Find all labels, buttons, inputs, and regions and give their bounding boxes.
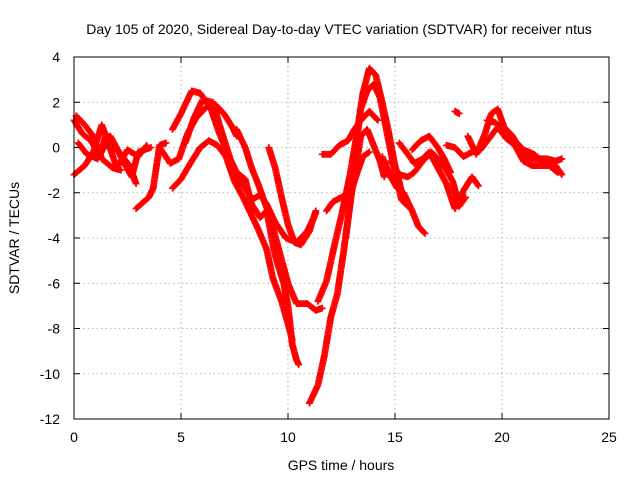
data-point xyxy=(447,168,455,176)
series-track-k xyxy=(265,144,320,249)
data-point xyxy=(455,110,463,117)
data-point xyxy=(364,149,372,157)
y-axis-label: SDTVAR / TECUs xyxy=(6,182,22,294)
series-track-m xyxy=(314,64,405,305)
y-tick-label: -6 xyxy=(48,275,61,291)
x-tick-label: 0 xyxy=(70,429,78,445)
series-track-p xyxy=(318,107,382,158)
axis-ticks xyxy=(73,56,610,420)
series-track-q xyxy=(378,153,429,237)
series-track-s xyxy=(395,139,482,212)
series-track-h xyxy=(169,137,296,344)
data-point xyxy=(117,166,125,174)
y-tick-label: -8 xyxy=(48,321,61,337)
series-track-v xyxy=(464,105,566,165)
data-point xyxy=(288,336,296,344)
data-point xyxy=(557,169,565,177)
series-track-t xyxy=(408,132,455,176)
series-track-j xyxy=(233,126,326,314)
series-track-x xyxy=(483,116,566,179)
x-tick-label: 20 xyxy=(494,429,510,445)
data-point xyxy=(374,116,382,124)
y-tick-label: 2 xyxy=(52,94,60,110)
series-track-i xyxy=(156,101,241,167)
series-track-r xyxy=(387,148,470,210)
x-axis-label: GPS time / hours xyxy=(288,457,395,473)
y-tick-label: -4 xyxy=(48,230,61,246)
data-points xyxy=(70,64,566,407)
data-point xyxy=(318,304,326,312)
data-point xyxy=(147,144,155,151)
data-point xyxy=(380,173,388,181)
data-point xyxy=(420,228,428,236)
data-point xyxy=(312,207,320,215)
x-tick-label: 25 xyxy=(601,429,617,445)
data-point xyxy=(558,155,566,163)
data-point xyxy=(474,181,481,189)
data-point xyxy=(142,143,150,150)
data-point xyxy=(132,180,140,188)
series-track-d xyxy=(72,112,125,174)
data-point xyxy=(558,171,566,179)
y-tick-label: -10 xyxy=(40,366,60,382)
data-point xyxy=(295,361,303,369)
y-tick-label: 0 xyxy=(52,140,60,156)
y-axis-tick-labels: -12 -10 -8 -6 -4 -2 0 2 4 xyxy=(40,49,60,427)
data-point xyxy=(143,141,151,149)
data-point xyxy=(365,148,373,156)
data-point xyxy=(162,139,170,147)
data-point xyxy=(475,182,482,190)
x-axis-tick-labels: 0 5 10 15 20 25 xyxy=(70,429,617,445)
series-track-c xyxy=(74,132,140,188)
grid-lines xyxy=(74,57,609,419)
series-track-w xyxy=(451,107,463,117)
x-tick-label: 15 xyxy=(387,429,403,445)
x-tick-label: 10 xyxy=(280,429,296,445)
y-tick-label: -12 xyxy=(40,411,60,427)
series-track-g xyxy=(181,96,303,369)
data-point xyxy=(373,115,381,123)
y-tick-label: 4 xyxy=(52,49,60,65)
y-tick-label: -2 xyxy=(48,185,61,201)
data-point xyxy=(421,230,429,237)
series-track-o xyxy=(323,148,373,215)
chart-title: Day 105 of 2020, Sidereal Day-to-day VTE… xyxy=(86,21,592,37)
x-tick-label: 5 xyxy=(177,429,185,445)
series-track-l xyxy=(306,126,388,407)
